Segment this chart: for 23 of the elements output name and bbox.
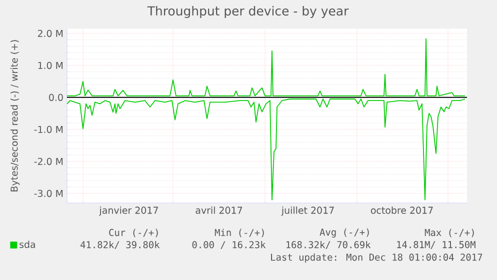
x-tick-label: janvier 2017	[99, 206, 158, 216]
y-axis-title: Bytes/second read (-) / write (+)	[10, 40, 20, 192]
text: 168.32k/ 70.69k	[286, 240, 371, 250]
y-tick-label: 2.0 M	[38, 30, 63, 37]
x-tick-label: octobre 2017	[370, 206, 433, 214]
text: 14.81M/ 11.50M	[397, 241, 476, 249]
chart-title: Throughput per device - by year	[147, 6, 349, 18]
y-tick-label: 1.0 M	[38, 62, 63, 69]
text: 41.82k/ 39.80k	[80, 240, 160, 250]
y-tick-label: -3.0 M	[34, 190, 63, 197]
text: Last update: Mon Dec 18 01:00:04 2017	[271, 253, 482, 263]
text: Avg (-/+)	[320, 228, 369, 238]
text: Max (-/+)	[424, 228, 474, 238]
text: Cur (-/+)	[109, 228, 158, 238]
y-tick-label: 0.0	[49, 94, 63, 101]
x-tick-label: avril 2017	[196, 206, 242, 214]
x-tick-label: juillet 2017	[281, 206, 334, 216]
text: 0.00 / 16.23k	[192, 240, 266, 250]
text: Min (-/+)	[214, 228, 264, 238]
legend-label: sda	[20, 240, 35, 248]
y-tick-label: -2.0 M	[34, 158, 63, 165]
y-tick-label: -1.0 M	[34, 126, 63, 133]
line-series	[66, 38, 466, 96]
